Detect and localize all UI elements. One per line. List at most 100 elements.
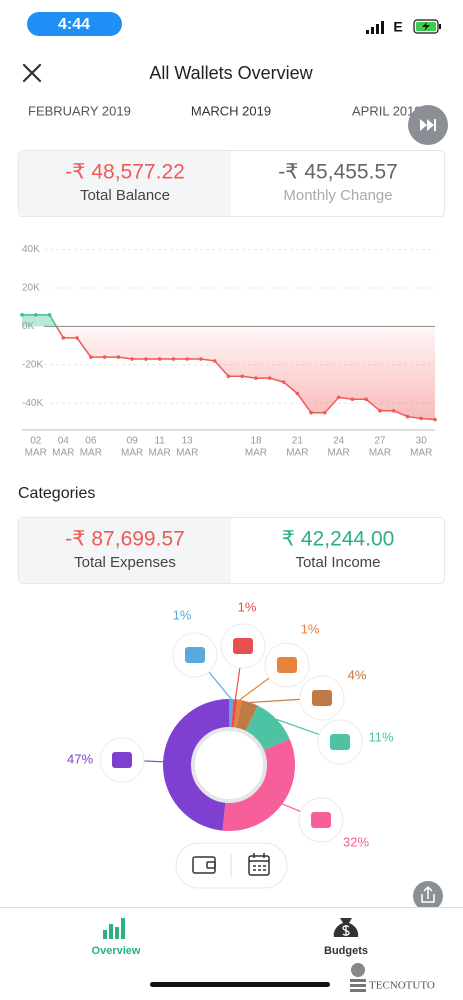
watermark-icon [350, 963, 366, 992]
percent-label: 11% [368, 729, 393, 744]
budgets-icon[interactable] [333, 918, 359, 937]
donut-slice [229, 699, 234, 730]
x-tick-month: MAR [410, 448, 432, 459]
balance-point [240, 374, 245, 379]
nav-item[interactable]: Budgets [324, 945, 368, 957]
x-tick-month: MAR [52, 448, 74, 459]
income-amount: ₹ 42,244.00 [282, 528, 395, 551]
balance-point [171, 357, 176, 361]
y-tick-label: 20K [22, 283, 40, 294]
overview-icon[interactable] [103, 918, 125, 939]
donut-slice [222, 739, 295, 832]
section-title: Categories [18, 485, 95, 502]
balance-point [254, 376, 258, 380]
leader-line [249, 698, 301, 704]
balance-point [144, 357, 148, 361]
nav-item-active[interactable]: Overview [92, 945, 141, 957]
expenses-label: Total Expenses [74, 554, 176, 571]
month-tab[interactable]: FEBRUARY 2019 [28, 103, 131, 118]
x-tick-month: MAR [121, 448, 143, 459]
x-tick-label: 02 [30, 436, 42, 447]
category-glyph [185, 647, 205, 663]
x-tick-label: 13 [182, 436, 194, 447]
balance-point [309, 410, 313, 415]
category-chart: 1% 1% 1% 4% 11% 32% 47% [67, 599, 394, 849]
change-amount: -₹ 45,455.57 [278, 161, 398, 184]
card-highlight [19, 518, 231, 583]
percent-label: 32% [343, 834, 369, 849]
close-button[interactable] [22, 63, 42, 83]
wallet-toggle[interactable] [192, 856, 216, 874]
balance-point [212, 359, 217, 363]
category-glyph [330, 734, 350, 750]
donut-slice [235, 700, 258, 733]
balance-point [157, 357, 162, 361]
percent-label: 1% [238, 599, 257, 614]
x-tick-month: MAR [25, 448, 47, 459]
x-tick-label: 30 [416, 436, 428, 447]
signal-icon [366, 21, 384, 34]
balance-point [102, 355, 107, 359]
donut-slice [231, 699, 238, 730]
x-tick-month: MAR [80, 448, 102, 459]
x-tick-label: 11 [154, 436, 165, 447]
balance-point [433, 417, 437, 422]
balance-chart: 40K20K0K-20K-40K02MAR04MAR06MAR09MAR11MA… [20, 244, 437, 459]
balance-point [378, 409, 382, 413]
x-tick-label: 04 [58, 436, 70, 447]
y-tick-label: 40K [22, 244, 40, 255]
share-button[interactable] [413, 881, 443, 911]
balance-point [130, 357, 134, 361]
category-glyph [112, 752, 132, 768]
y-tick-label: 0K [22, 321, 35, 332]
donut-slice [233, 699, 242, 730]
skip-button[interactable] [408, 105, 448, 145]
calendar-toggle[interactable] [248, 853, 270, 876]
balance-area [22, 314, 435, 420]
card-highlight [19, 151, 231, 216]
x-tick-month: MAR [286, 448, 308, 459]
battery-icon [413, 19, 441, 34]
category-glyph [277, 657, 297, 673]
donut-inner-ring [191, 727, 267, 803]
leader-line [234, 667, 241, 700]
leader-line [239, 677, 270, 701]
watermark: TECNOTUTO [369, 980, 435, 992]
income-label: Total Income [295, 554, 380, 571]
y-tick-label: -40K [22, 398, 43, 409]
balance-point [336, 395, 341, 400]
balance-point [75, 336, 79, 340]
balance-point [364, 397, 368, 402]
category-glyph [233, 638, 253, 654]
category-glyph [311, 812, 331, 828]
balance-point [323, 410, 327, 415]
balance-point [89, 355, 93, 359]
x-tick-month: MAR [328, 448, 350, 459]
balance-point [226, 374, 231, 379]
leader-line [208, 671, 232, 700]
x-tick-month: MAR [245, 448, 267, 459]
x-tick-label: 06 [85, 436, 97, 447]
balance-point [199, 357, 203, 361]
x-tick-label: 27 [374, 436, 386, 447]
percent-label: 4% [348, 667, 367, 682]
x-tick-label: 09 [127, 436, 139, 447]
percent-label: 1% [173, 607, 192, 622]
balance-point [47, 313, 52, 317]
x-tick-month: MAR [149, 448, 171, 459]
balance-point [295, 391, 300, 396]
x-tick-month: MAR [369, 448, 391, 459]
balance-point [116, 355, 121, 359]
month-tab-active[interactable]: MARCH 2019 [191, 103, 271, 118]
x-tick-label: 21 [292, 436, 304, 447]
x-tick-label: 24 [333, 436, 345, 447]
x-tick-label: 18 [250, 436, 262, 447]
percent-label: 47% [67, 751, 93, 766]
balance-point [20, 313, 24, 317]
month-tab[interactable]: APRIL 2019 [352, 103, 422, 118]
status-time: 4:44 [58, 16, 90, 33]
balance-point [405, 414, 410, 419]
expenses-amount: -₹ 87,699.57 [65, 528, 185, 551]
leader-line [282, 803, 301, 813]
